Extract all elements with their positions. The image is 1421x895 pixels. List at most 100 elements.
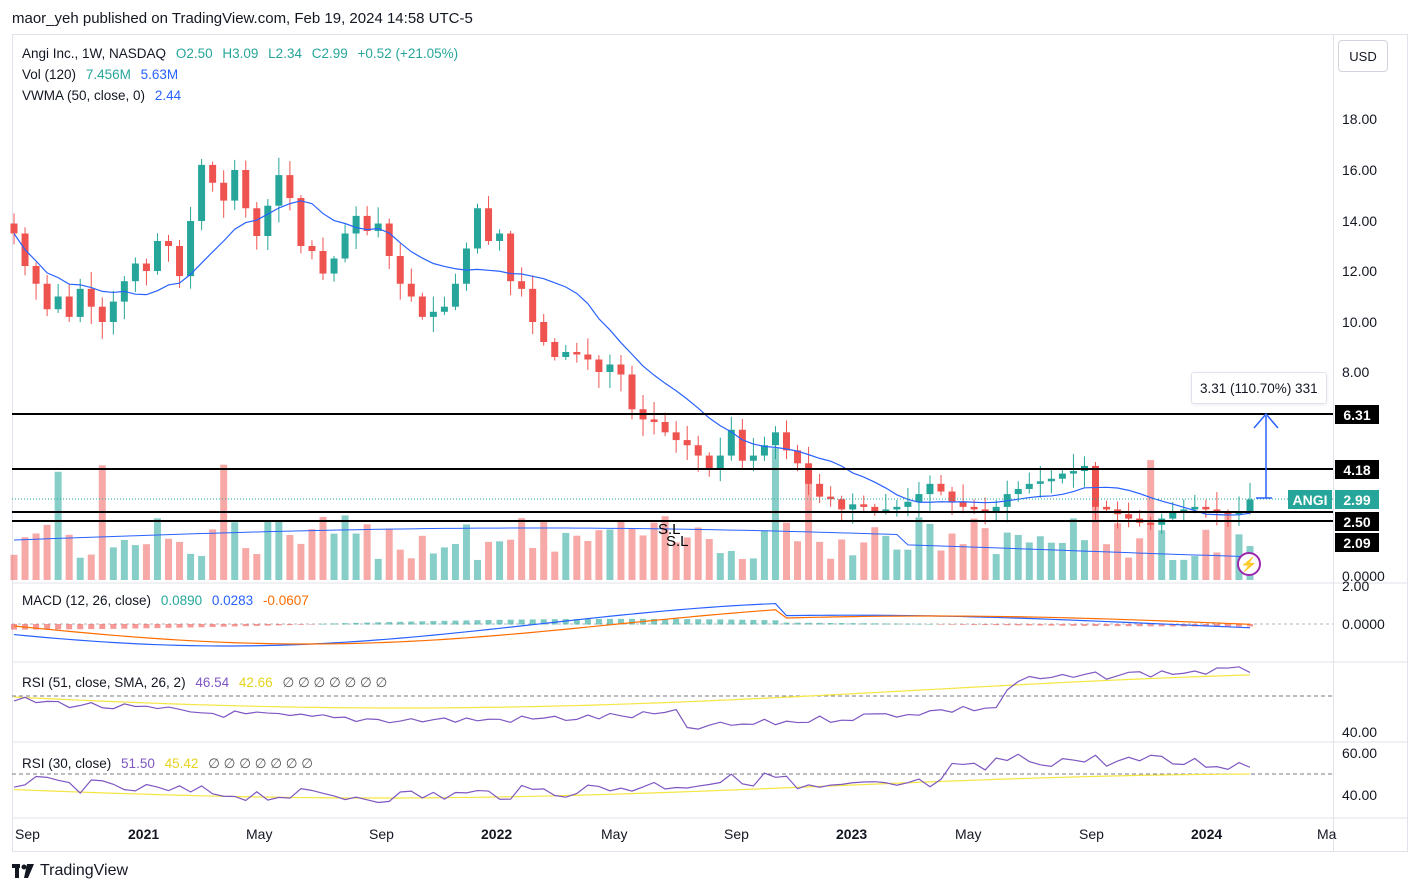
rsi1-label[interactable]: RSI (51, close, SMA, 26, 2) [22, 675, 186, 690]
volume-ma-path [13, 527, 1251, 558]
volume-bar [319, 516, 327, 580]
price-tick-label: 8.00 [1342, 364, 1369, 380]
volume-bar [131, 545, 139, 580]
volume-bar [838, 539, 846, 580]
macd-histogram-bar [849, 623, 856, 625]
volume-bar [948, 533, 956, 580]
volume-bar [308, 529, 316, 580]
candle-body [816, 483, 824, 497]
volume-label[interactable]: Vol (120) [22, 67, 77, 82]
time-tick-label: Sep [1079, 826, 1104, 842]
rsi1-value-1: 46.54 [195, 675, 230, 690]
time-tick-label: Sep [724, 826, 749, 842]
candle-body [970, 506, 978, 510]
macd-histogram-bar [838, 623, 845, 625]
macd-legend: MACD (12, 26, close) 0.0890 0.0283 -0.06… [22, 593, 315, 608]
candle-body [198, 164, 206, 221]
chart-frame[interactable] [12, 34, 1408, 852]
candle-body [385, 223, 393, 256]
volume-bar [1025, 542, 1033, 580]
low-value: L2.34 [268, 46, 302, 61]
candle-body [617, 364, 625, 375]
volume-bar [749, 558, 757, 580]
macd-histogram-bar [507, 619, 514, 625]
candle-body [319, 251, 327, 274]
candle-body [562, 352, 570, 357]
candle-body [275, 175, 283, 206]
measure-label[interactable]: 3.31 (110.70%) 331 [1191, 372, 1327, 404]
volume-bar [485, 541, 493, 580]
vwma-label[interactable]: VWMA (50, close, 0) [22, 88, 146, 103]
macd-histogram-bar [308, 624, 315, 625]
volume-bar [462, 524, 470, 580]
lightning-icon[interactable]: ⚡ [1237, 552, 1261, 576]
macd-histogram-bar [220, 624, 227, 627]
candle-body [451, 283, 459, 307]
volume-bar [771, 448, 779, 580]
candle-body [1169, 512, 1177, 519]
rsi2-ma-line [13, 773, 1251, 799]
candle-body [760, 445, 768, 456]
candle-body [396, 256, 404, 284]
candle-body [440, 306, 448, 312]
macd-histogram-bar [1114, 624, 1121, 627]
time-tick-label: May [246, 826, 272, 842]
macd-histogram-bar [651, 618, 658, 625]
volume-bar [661, 516, 669, 580]
candle-body [1103, 506, 1111, 510]
candle-body [727, 429, 735, 456]
macd-histogram-bar [1026, 624, 1033, 626]
close-value: C2.99 [311, 46, 348, 61]
macd-histogram-bar [88, 624, 95, 630]
volume-bar [242, 548, 250, 580]
currency-button[interactable]: USD [1338, 40, 1388, 72]
volume-bar [1036, 536, 1044, 580]
symbol-label[interactable]: Angi Inc., 1W, NASDAQ [22, 46, 167, 61]
volume-bar [562, 532, 570, 580]
macd-histogram-bar [529, 619, 536, 625]
volume-bar [198, 555, 206, 580]
macd-histogram-bar [1037, 624, 1044, 626]
vwma-line [13, 200, 1251, 516]
macd-histogram-bar [231, 624, 238, 627]
macd-histogram-bar [1015, 624, 1022, 626]
main-legend: Angi Inc., 1W, NASDAQ O2.50 H3.09 L2.34 … [22, 46, 464, 61]
volume-bar [385, 528, 393, 580]
price-axis[interactable]: 18.0016.0014.0012.0010.008.000.00002.000… [1342, 111, 1385, 803]
volume-bar [882, 535, 890, 580]
macd-histogram-bar [750, 619, 757, 625]
candle-body [474, 208, 481, 249]
volume-bar [617, 520, 625, 580]
macd-tick-label: 2.00 [1342, 578, 1369, 594]
candle-body [165, 241, 172, 246]
ticker-tag: ANGI [1288, 490, 1332, 509]
candle-body [1202, 506, 1210, 510]
time-axis[interactable]: Sep 2021 May Sep 2022 May Sep 2023 May Sep 2024 Ma [15, 826, 1337, 842]
price-tag: 2.99 [1335, 490, 1379, 509]
candle-body [904, 501, 912, 507]
macd-value-1: 0.0890 [160, 593, 203, 608]
macd-histogram-bar [331, 623, 338, 625]
volume-bar [507, 539, 515, 580]
rsi2-label[interactable]: RSI (30, close) [22, 756, 112, 771]
candle-body [738, 429, 746, 461]
volume-bar [1047, 542, 1055, 580]
open-value: O2.50 [175, 46, 213, 61]
candle-body [209, 164, 217, 183]
volume-bar [827, 558, 835, 580]
candle-body [661, 422, 669, 433]
macd-label[interactable]: MACD (12, 26, close) [22, 593, 152, 608]
volume-bar [573, 535, 581, 580]
macd-histogram-bar [1169, 624, 1176, 627]
candle-body [153, 241, 161, 271]
tradingview-logo[interactable]: TradingView [12, 862, 128, 880]
candle-body [915, 494, 923, 502]
macd-histogram-bar [419, 621, 426, 625]
rsi1-tick-label: 40.00 [1342, 724, 1377, 740]
macd-histogram-bar [154, 624, 161, 629]
candle-body [1213, 509, 1221, 512]
macd-histogram-bar [540, 619, 547, 625]
macd-histogram-bar [606, 618, 613, 625]
macd-histogram-bar [717, 619, 724, 625]
